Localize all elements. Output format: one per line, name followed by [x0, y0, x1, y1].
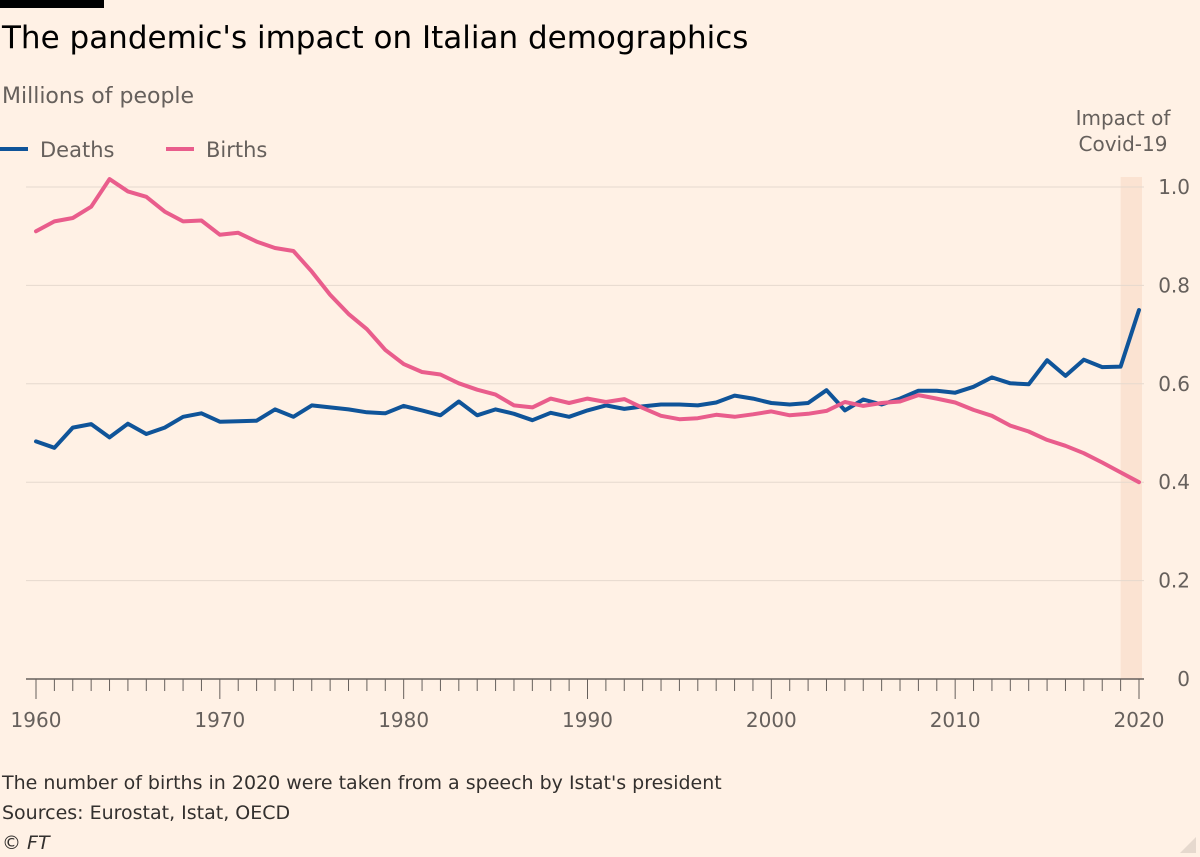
x-tick-label-0: 1960	[11, 708, 62, 732]
legend-item-deaths: Deaths	[0, 138, 114, 162]
y-tick-label-1: 0.2	[1158, 569, 1190, 593]
x-tick-label-4: 2000	[746, 708, 797, 732]
series-line-deaths	[34, 308, 1141, 450]
footer-note: The number of births in 2020 were taken …	[2, 772, 722, 794]
chart-title: The pandemic's impact on Italian demogra…	[2, 20, 749, 56]
footer-sources: Sources: Eurostat, Istat, OECD	[2, 802, 291, 824]
legend-swatch-deaths	[0, 147, 28, 151]
covid-annotation: Impact of Covid-19	[1060, 105, 1186, 157]
covid-annotation-line-1: Impact of	[1075, 106, 1171, 130]
x-tick-label-2: 1980	[378, 708, 429, 732]
y-tick-label-4: 0.8	[1158, 273, 1190, 297]
legend-label-births: Births	[206, 138, 268, 162]
x-tick-label-5: 2010	[930, 708, 981, 732]
y-tick-label-3: 0.6	[1158, 372, 1190, 396]
x-tick-label-1: 1970	[194, 708, 245, 732]
ft-brand-bar	[0, 0, 104, 8]
y-tick-label-5: 1.0	[1158, 175, 1190, 199]
chart-subtitle: Millions of people	[2, 84, 195, 109]
series-line-births	[34, 177, 1141, 485]
covid-shaded-region	[1120, 177, 1142, 679]
legend-label-deaths: Deaths	[40, 138, 115, 162]
resize-corner-icon	[1180, 837, 1196, 853]
x-tick-label-3: 1990	[562, 708, 613, 732]
y-tick-label-2: 0.4	[1158, 470, 1190, 494]
legend-swatch-births	[166, 147, 194, 151]
x-tick-label-6: 2020	[1114, 708, 1165, 732]
footer-credit: © FT	[2, 832, 50, 854]
legend-item-births: Births	[166, 138, 267, 162]
covid-annotation-line-2: Covid-19	[1078, 132, 1168, 156]
y-tick-label-0: 0	[1177, 667, 1190, 691]
